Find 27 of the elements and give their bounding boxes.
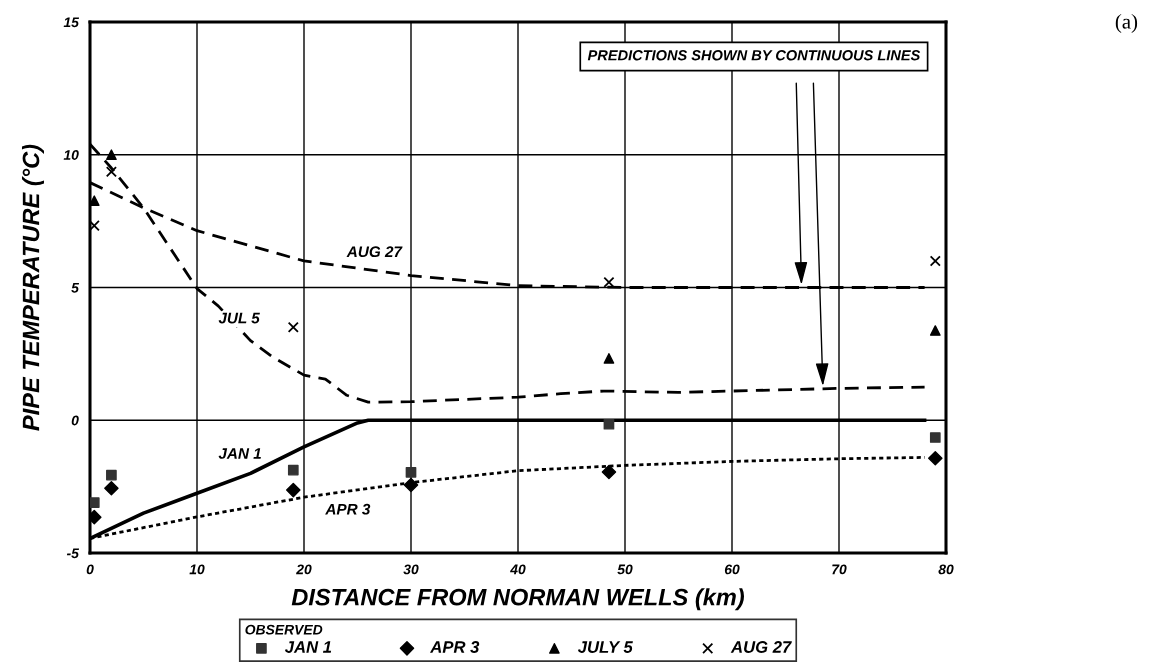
y-tick-label: -5: [66, 548, 80, 559]
x-tick-label: 10: [189, 564, 205, 575]
x-tick-label: 80: [938, 564, 954, 575]
series-label: APR 3: [325, 503, 371, 515]
x-tick-label: 40: [510, 564, 526, 575]
y-tick-label: 15: [63, 17, 80, 28]
annotation: PREDICTIONS SHOWN BY CONTINUOUS LINES: [587, 50, 921, 61]
series-label: AUG 27: [346, 246, 403, 258]
x-tick-label: 50: [617, 564, 633, 575]
legend-title: OBSERVED: [245, 624, 323, 635]
series-label: JAN 1: [218, 448, 261, 459]
y-tick-label: 0: [71, 415, 79, 426]
x-tick-label: 60: [724, 564, 740, 575]
legend-label: AUG 27: [730, 641, 792, 653]
x-tick-label: 0: [86, 564, 94, 575]
x-axis-title: DISTANCE FROM NORMAN WELLS (km): [291, 588, 745, 611]
legend-label: APR 3: [429, 641, 480, 653]
x-tick-label: 70: [832, 564, 847, 575]
y-axis-title: PIPE TEMPERATURE (°C): [21, 144, 44, 431]
legend-label: JULY 5: [577, 641, 633, 653]
y-tick-label: 5: [71, 282, 80, 293]
text: (a): [1115, 14, 1138, 33]
x-tick-label: 20: [296, 564, 312, 575]
series-label: JUL 5: [218, 312, 260, 324]
legend-label: JAN 1: [284, 641, 332, 653]
x-tick-label: 30: [403, 564, 419, 575]
y-tick-label: 10: [63, 150, 79, 160]
